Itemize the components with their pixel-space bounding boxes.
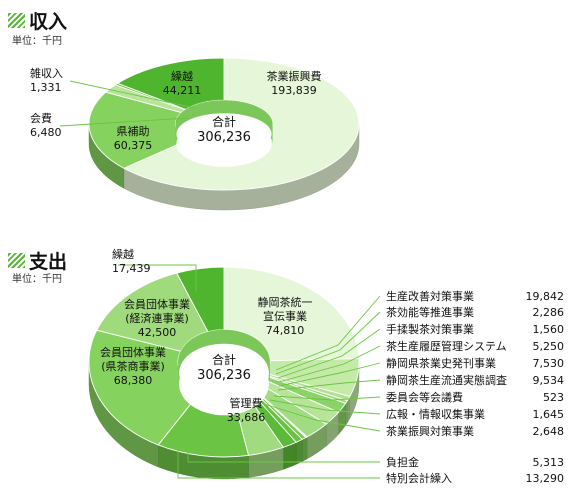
slice-value: 1,560 [533,323,565,336]
slice-label: 茶効能等推進事業 [386,305,474,319]
slice-label: (経済連事業) [125,311,189,325]
donut-inner-wall [178,329,270,384]
leader-line [269,399,381,415]
slice-label: 繰越 [112,247,134,261]
slice-value: 42,500 [138,326,177,339]
expense-unit: 単位：千円 [12,274,62,285]
leader-line [263,403,381,432]
donut-hole [176,113,272,155]
slice-label: 会費 [30,111,52,125]
center-value: 306,236 [197,368,251,383]
slice-value: 44,211 [163,84,202,97]
leader-line [69,80,196,109]
slice-label: 特別会計繰入 [386,471,452,485]
slice-label: 管理費 [230,396,263,410]
slice-value: 523 [543,391,564,404]
leader-line [278,345,381,383]
slice-label: 生産改善対策事業 [386,289,474,303]
leader-line [118,264,197,292]
slice-label: 宣伝事業 [263,309,307,323]
slice-value: 2,648 [533,425,565,438]
leader-line [277,328,381,379]
donut-inner-wall [175,100,273,144]
slice-value: 60,375 [114,139,153,152]
center-value: 306,236 [197,130,251,145]
slice-value: 33,686 [227,411,266,424]
slice-value: 1,645 [533,408,565,421]
slice-label: 静岡県茶業史発刊事業 [386,356,496,370]
slice-value: 1,331 [30,81,62,94]
slice-label: 茶業振興対策事業 [386,424,474,438]
slice-value: 6,480 [30,126,62,139]
slice-label: (県茶商事業) [101,359,165,373]
income-unit: 単位：千円 [12,36,62,47]
slice-label: 県補助 [117,124,150,138]
slice-label: 静岡茶統一 [258,295,313,309]
leader-line [275,311,381,375]
slice-label: 茶生産履歴管理システム [386,339,507,353]
slice-label: 委員会等会議費 [386,390,463,404]
donut-hole [179,343,269,403]
stripe-icon [8,13,25,28]
slice-value: 2,286 [533,306,565,319]
slice-value: 17,439 [112,262,151,275]
slice-value: 5,313 [533,456,565,469]
leader-line [177,438,380,479]
slice-label: 手揉製茶対策事業 [386,322,474,336]
stripe-icon [8,253,25,268]
leader-line [273,395,381,401]
slice-value: 74,810 [266,324,305,337]
slice-value: 9,534 [533,374,565,387]
slice-value: 68,380 [114,374,153,387]
slice-label: 負担金 [386,455,419,469]
leader-line [275,295,381,371]
slice-label: 茶業振興費 [267,69,322,83]
slice-label: 繰越 [171,69,193,83]
slice-value: 5,250 [533,340,565,353]
slice-value: 19,842 [526,290,565,303]
leader-line [277,379,381,391]
leader-line [278,362,381,387]
center-label: 合計 [212,352,236,367]
slice-value: 7,530 [533,357,565,370]
donut-side-segment [345,399,348,426]
expense-section-title: 支出 [8,247,67,274]
leader-line [187,436,380,463]
income-title: 収入 [29,11,68,33]
slice-label: 雑収入 [30,66,63,80]
center-label: 合計 [212,114,236,129]
income-section-title: 収入 [8,7,67,34]
slice-label: 静岡茶生産流通実態調査 [386,373,507,387]
slice-value: 193,839 [271,84,317,97]
expense-title: 支出 [29,251,68,273]
leader-line [59,117,189,127]
slice-label: 会員団体事業 [124,297,190,311]
slice-label: 会員団体事業 [100,345,166,359]
donut-side-segment [302,437,307,462]
donut-side-segment [295,439,303,465]
slice-value: 13,290 [526,472,565,485]
slice-label: 広報・情報収集事業 [386,407,485,421]
